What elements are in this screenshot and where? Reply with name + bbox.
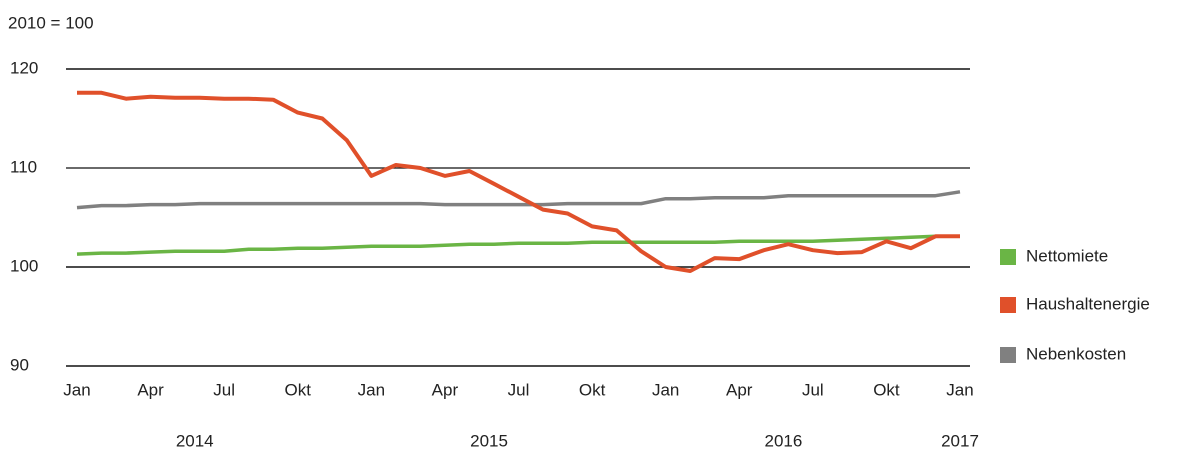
x-tick-label: Jan [652, 380, 679, 399]
y-axis-label: 2010 = 100 [8, 13, 94, 32]
y-tick-label: 120 [10, 58, 38, 77]
x-tick-label: Jan [946, 380, 973, 399]
x-tick-label: Jul [213, 380, 235, 399]
legend-swatch [1000, 297, 1016, 313]
x-tick-label: Jan [63, 380, 90, 399]
x-tick-label: Okt [579, 380, 606, 399]
x-tick-label: Okt [285, 380, 312, 399]
x-tick-label: Jan [358, 380, 385, 399]
x-tick-label: Apr [137, 380, 164, 399]
series-line [76, 190, 961, 210]
x-tick-label: Okt [873, 380, 900, 399]
y-tick-label: 100 [10, 256, 38, 275]
legend-swatch [1000, 347, 1016, 363]
x-tick-label: Apr [432, 380, 459, 399]
series-line [77, 90, 960, 273]
legend-label: Nettomiete [1026, 246, 1108, 265]
legend-label: Haushaltenergie [1026, 294, 1150, 313]
year-label: 2017 [941, 431, 979, 450]
year-label: 2016 [764, 431, 802, 450]
y-tick-label: 110 [10, 157, 37, 176]
x-tick-label: Jul [508, 380, 530, 399]
year-label: 2014 [176, 431, 214, 450]
x-tick-label: Jul [802, 380, 824, 399]
y-tick-label: 90 [10, 355, 29, 374]
series-line [76, 234, 936, 256]
legend-swatch [1000, 249, 1016, 265]
legend-label: Nebenkosten [1026, 344, 1126, 363]
x-tick-label: Apr [726, 380, 753, 399]
year-label: 2015 [470, 431, 508, 450]
